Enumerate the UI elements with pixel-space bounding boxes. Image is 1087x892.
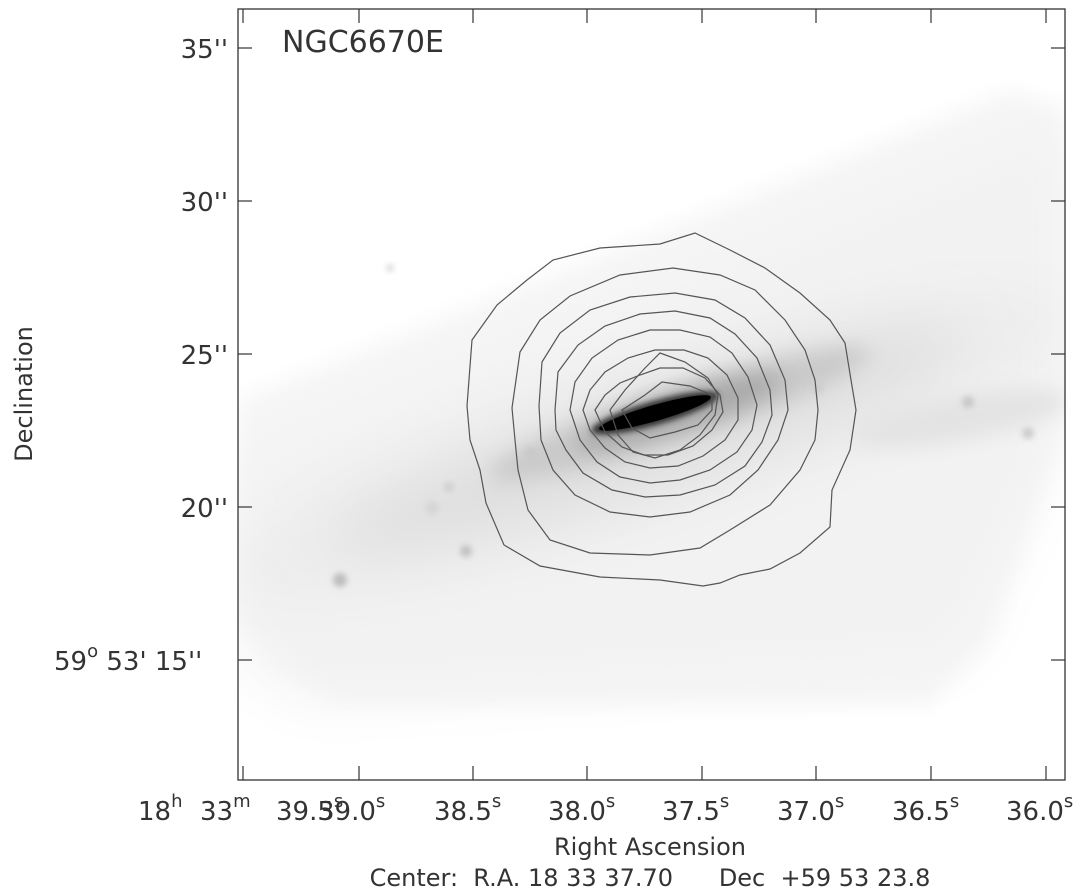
object-label: NGC6670E [282, 25, 444, 60]
ra-label-hours: 18h [138, 791, 183, 827]
dec-label-25: 25'' [181, 341, 228, 371]
contour-8 [609, 352, 719, 459]
dec-tick-marks [238, 47, 1065, 661]
dec-label-35: 35'' [181, 35, 228, 65]
galaxy-core [591, 391, 719, 435]
dec-label-30: 30'' [181, 188, 228, 218]
ra-label-36-0: 36.0s [1006, 791, 1073, 827]
contour-4 [554, 310, 773, 498]
center-coordinates: Center: R.A. 18 33 37.70 Dec +59 53 23.8 [370, 864, 931, 892]
contour-levels [466, 232, 857, 587]
ra-label-minutes: 33m [200, 791, 251, 827]
ra-label-39-0: 39.0s [318, 791, 385, 827]
galaxy-image [238, 9, 1065, 780]
x-axis-title: Right Ascension [554, 833, 746, 861]
ra-label-37-0: 37.0s [777, 791, 844, 827]
contour-3 [538, 292, 789, 518]
ra-label-39-5: 39.5s [276, 791, 343, 827]
dec-label-20: 20'' [181, 494, 228, 524]
y-axis-title: Declination [10, 326, 38, 462]
ra-tick-marks [242, 9, 1047, 780]
contour-5 [569, 329, 758, 484]
ra-label-38-5: 38.5s [434, 791, 501, 827]
ra-label-38-0: 38.0s [548, 791, 615, 827]
contour-6 [582, 349, 739, 469]
contour-2 [511, 267, 819, 556]
contour-1 [466, 232, 857, 587]
dec-label-15: 59o 53' 15'' [54, 641, 202, 677]
ra-label-37-5: 37.5s [662, 791, 729, 827]
ra-label-36-5: 36.5s [892, 791, 959, 827]
plot-frame [237, 8, 1066, 781]
contour-9 [621, 381, 713, 439]
contour-7 [594, 367, 724, 456]
